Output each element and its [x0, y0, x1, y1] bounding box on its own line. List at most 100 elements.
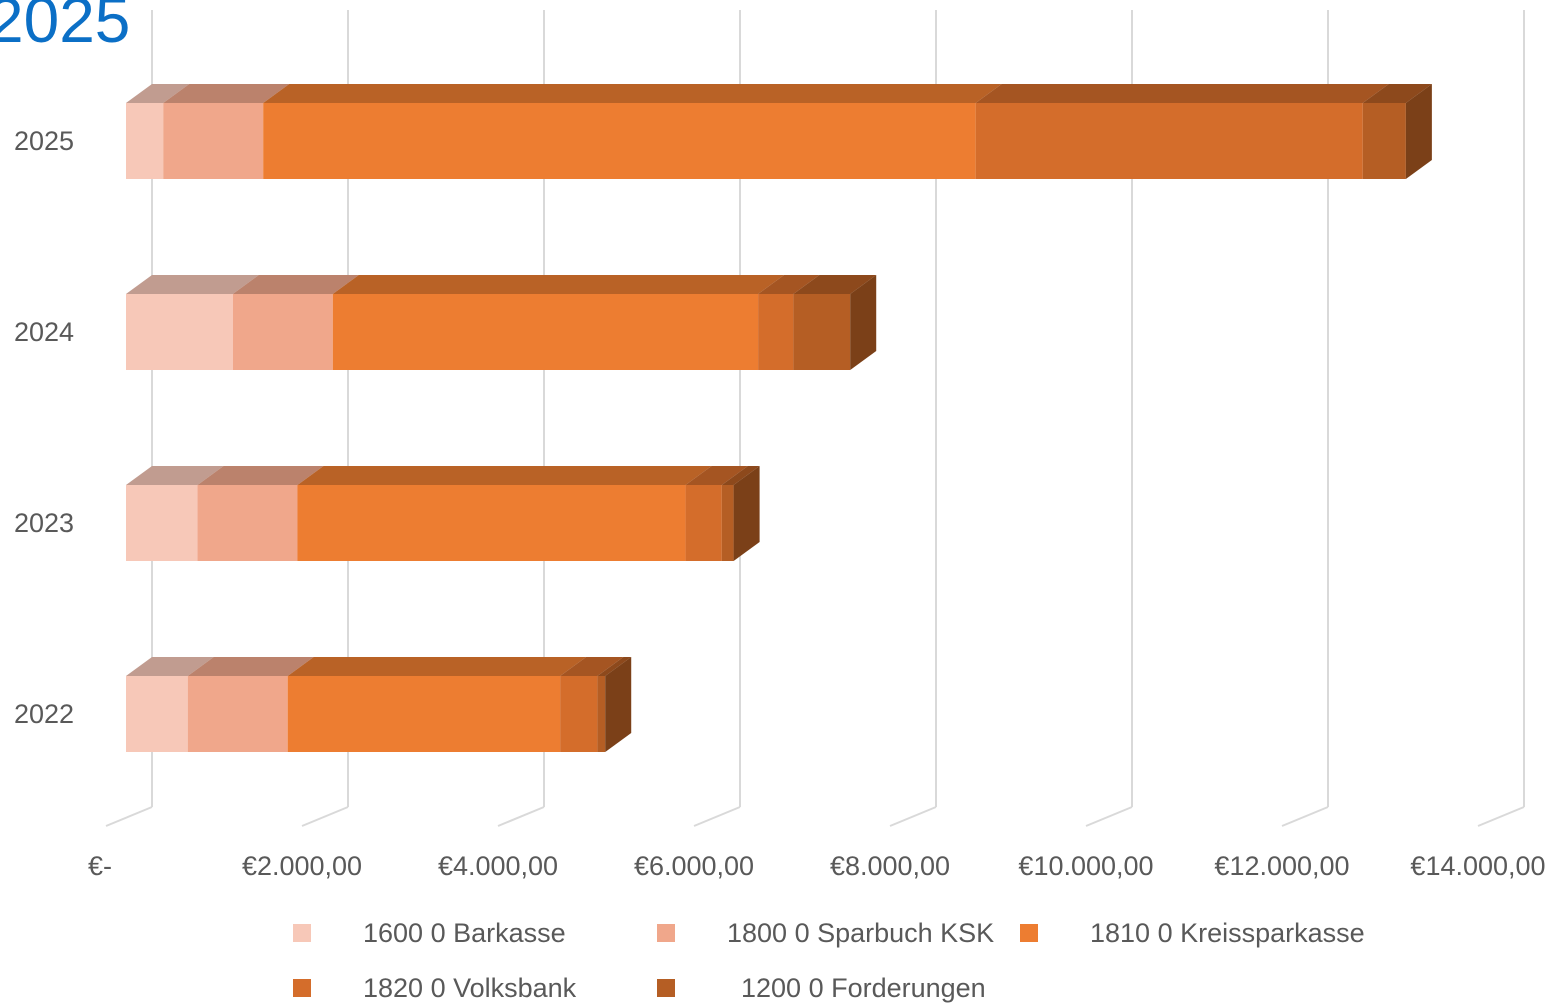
- legend-swatch: [657, 924, 675, 942]
- x-tick-label: €14.000,00: [1410, 851, 1545, 881]
- legend-swatch: [293, 979, 311, 997]
- bar-top-face: [793, 275, 877, 294]
- bar-segment: [197, 466, 324, 561]
- legend-item: 1810 0 Kreissparkasse: [1020, 918, 1365, 948]
- bar-side-face: [1405, 84, 1432, 179]
- bar-segment: [126, 466, 224, 561]
- bar-front-face: [287, 676, 561, 752]
- bar-top-face: [758, 275, 820, 294]
- bar-segment: [597, 657, 632, 752]
- bar-front-face: [758, 294, 794, 370]
- bar-segment: [297, 466, 712, 561]
- bar-front-face: [685, 485, 722, 561]
- bar-top-face: [232, 275, 359, 294]
- bar-segment: [126, 84, 190, 179]
- bar-top-face: [163, 84, 290, 103]
- y-category-label: 2022: [14, 699, 74, 729]
- bar-front-face: [721, 485, 734, 561]
- bar-front-face: [232, 294, 333, 370]
- bar-front-face: [332, 294, 759, 370]
- floor-gridline: [1281, 806, 1329, 827]
- bar-top-face: [560, 657, 624, 676]
- y-category-label: 2025: [14, 126, 74, 156]
- bar-segment: [126, 657, 214, 752]
- y-category-label: 2023: [14, 508, 74, 538]
- bar-top-face: [126, 466, 224, 485]
- bar-top-face: [263, 84, 1002, 103]
- x-tick-label: €10.000,00: [1018, 851, 1153, 881]
- bar-segment: [287, 657, 587, 752]
- bar-front-face: [126, 103, 164, 179]
- floor-gridline: [1477, 806, 1525, 827]
- bar-front-face: [793, 294, 851, 370]
- floor-gridline: [301, 806, 349, 827]
- bar-segment: [232, 275, 359, 370]
- bar-top-face: [126, 657, 214, 676]
- floor-gridline: [693, 806, 741, 827]
- bar-top-face: [975, 84, 1389, 103]
- legend-item: 1200 0 Forderungen: [657, 973, 986, 1003]
- bar-top-face: [332, 275, 785, 294]
- floor-gridline: [889, 806, 937, 827]
- floor-gridline: [105, 806, 153, 827]
- bar-top-face: [287, 657, 587, 676]
- bar-front-face: [297, 485, 686, 561]
- bar-top-face: [126, 275, 259, 294]
- legend-item: 1600 0 Barkasse: [293, 918, 566, 948]
- bar-side-face: [605, 657, 632, 752]
- legend-swatch: [293, 924, 311, 942]
- bar-segment: [263, 84, 1002, 179]
- x-tick-label: €8.000,00: [830, 851, 950, 881]
- x-tick-label: €12.000,00: [1214, 851, 1349, 881]
- bar-segment: [163, 84, 290, 179]
- bar-front-face: [560, 676, 598, 752]
- bar-front-face: [126, 485, 198, 561]
- bar-front-face: [263, 103, 976, 179]
- bar-front-face: [163, 103, 264, 179]
- x-tick-label: €2.000,00: [242, 851, 362, 881]
- x-tick-label: €-: [88, 851, 112, 881]
- floor-gridline: [1085, 806, 1133, 827]
- bar-top-face: [187, 657, 314, 676]
- legend-item: 1800 0 Sparbuch KSK: [657, 918, 994, 948]
- legend-label: 1600 0 Barkasse: [363, 918, 566, 948]
- y-category-label: 2024: [14, 317, 74, 347]
- x-tick-label: €4.000,00: [438, 851, 558, 881]
- bar-top-face: [1362, 84, 1432, 103]
- bar-segment: [332, 275, 785, 370]
- bar-front-face: [197, 485, 298, 561]
- bar-top-face: [197, 466, 324, 485]
- bar-top-face: [297, 466, 712, 485]
- bar-segment: [560, 657, 624, 752]
- bar-segment: [187, 657, 314, 752]
- bar-top-face: [721, 466, 760, 485]
- bar-side-face: [850, 275, 877, 370]
- bar-segment: [793, 275, 877, 370]
- bar-front-face: [1362, 103, 1406, 179]
- legend-label: 1820 0 Volksbank: [363, 973, 577, 1003]
- legend: 1600 0 Barkasse 1800 0 Sparbuch KSK 1810 0…: [293, 918, 1365, 1003]
- legend-label: 1810 0 Kreissparkasse: [1090, 918, 1365, 948]
- bar-front-face: [187, 676, 288, 752]
- bar-top-face: [685, 466, 748, 485]
- legend-item: 1820 0 Volksbank: [293, 973, 577, 1003]
- legend-swatch: [1020, 924, 1038, 942]
- bar-segment: [758, 275, 820, 370]
- x-tick-label: €6.000,00: [634, 851, 754, 881]
- bar-segment: [685, 466, 748, 561]
- bar-top-face: [126, 84, 190, 103]
- floor-gridline: [497, 806, 545, 827]
- bar-segment: [1362, 84, 1432, 179]
- bar-segment: [975, 84, 1389, 179]
- bar-segment: [126, 275, 259, 370]
- axis-layer: €- €2.000,00 €4.000,00 €6.000,00 €8.000,00 €1…: [14, 126, 1546, 881]
- bar-front-face: [126, 294, 233, 370]
- bar-front-face: [975, 103, 1363, 179]
- chart-title: 2025: [0, 0, 130, 56]
- bar-segment: [721, 466, 760, 561]
- legend-label: 1200 0 Forderungen: [741, 973, 986, 1003]
- legend-swatch: [657, 979, 675, 997]
- bar-layer: [126, 84, 1432, 752]
- bar-front-face: [597, 676, 606, 752]
